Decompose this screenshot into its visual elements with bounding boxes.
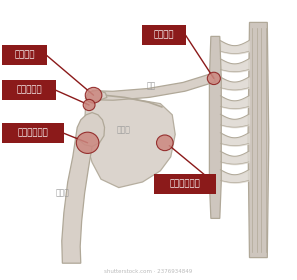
- Text: 肩鎖関節: 肩鎖関節: [14, 50, 35, 59]
- FancyBboxPatch shape: [2, 123, 64, 143]
- Polygon shape: [92, 73, 215, 100]
- Polygon shape: [85, 93, 175, 188]
- Text: 上腕骨: 上腕骨: [56, 189, 69, 198]
- FancyBboxPatch shape: [154, 174, 216, 194]
- Circle shape: [207, 72, 220, 85]
- Text: 肩甲上腕関節: 肩甲上腕関節: [18, 129, 49, 138]
- Circle shape: [83, 99, 95, 111]
- Polygon shape: [76, 113, 105, 146]
- Text: 鎖骨: 鎖骨: [147, 81, 156, 90]
- FancyBboxPatch shape: [2, 45, 47, 65]
- Text: 肩甲胸郭関節: 肩甲胸郭関節: [170, 179, 200, 188]
- Polygon shape: [85, 90, 107, 101]
- Circle shape: [157, 135, 173, 151]
- Polygon shape: [209, 36, 221, 218]
- Text: 肩甲骨: 肩甲骨: [116, 126, 130, 135]
- Polygon shape: [62, 137, 92, 263]
- Polygon shape: [248, 22, 269, 258]
- Circle shape: [76, 132, 99, 153]
- Circle shape: [85, 87, 102, 103]
- Text: 胸鎖関節: 胸鎖関節: [154, 31, 174, 40]
- Text: shutterstock.com · 2376934849: shutterstock.com · 2376934849: [104, 269, 193, 274]
- FancyBboxPatch shape: [2, 80, 56, 100]
- FancyBboxPatch shape: [142, 25, 186, 45]
- Text: 肩峰下関節: 肩峰下関節: [16, 85, 42, 94]
